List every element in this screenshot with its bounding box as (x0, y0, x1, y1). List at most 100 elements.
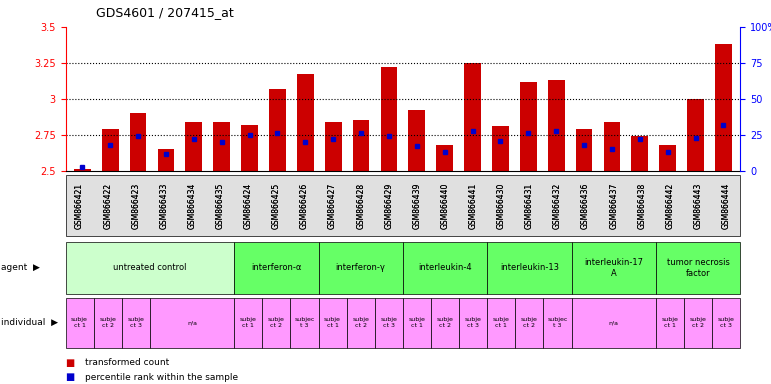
Text: GSM866438: GSM866438 (638, 182, 646, 228)
Text: GSM866432: GSM866432 (553, 182, 562, 228)
Text: GSM866436: GSM866436 (581, 182, 590, 228)
Text: percentile rank within the sample: percentile rank within the sample (85, 372, 238, 382)
Text: GSM866442: GSM866442 (665, 182, 675, 228)
Text: GSM866436: GSM866436 (581, 182, 590, 228)
Text: subje
ct 1: subje ct 1 (71, 317, 88, 328)
Text: GSM866442: GSM866442 (665, 182, 675, 228)
Bar (157, 149, 174, 171)
Text: GSM866433: GSM866433 (160, 182, 168, 228)
Text: ■: ■ (66, 372, 75, 382)
Bar (214, 122, 230, 171)
Text: GSM866424: GSM866424 (244, 182, 253, 228)
Bar (352, 121, 369, 171)
Text: n/a: n/a (608, 320, 618, 325)
Text: subje
ct 1: subje ct 1 (324, 317, 341, 328)
Text: GSM866427: GSM866427 (328, 182, 337, 228)
Text: GSM866440: GSM866440 (440, 182, 449, 228)
Text: GDS4601 / 207415_at: GDS4601 / 207415_at (96, 6, 234, 19)
Text: GSM866427: GSM866427 (328, 182, 337, 228)
Text: subje
ct 2: subje ct 2 (268, 317, 284, 328)
Text: interleukin-17
A: interleukin-17 A (584, 258, 643, 278)
Text: GSM866423: GSM866423 (131, 182, 140, 228)
Text: GSM866431: GSM866431 (525, 182, 534, 228)
Text: subjec
t 3: subjec t 3 (547, 317, 567, 328)
Text: individual  ▶: individual ▶ (1, 318, 58, 327)
Bar (102, 129, 119, 171)
Bar (464, 63, 481, 171)
Text: subje
ct 2: subje ct 2 (521, 317, 538, 328)
Text: GSM866425: GSM866425 (272, 182, 281, 228)
Text: GSM866435: GSM866435 (216, 182, 224, 228)
Text: subje
ct 1: subje ct 1 (409, 317, 426, 328)
Text: GSM866439: GSM866439 (412, 182, 422, 228)
Bar (715, 44, 732, 171)
Text: GSM866429: GSM866429 (384, 182, 393, 228)
Text: GSM866441: GSM866441 (469, 182, 477, 228)
Text: GSM866434: GSM866434 (187, 182, 197, 228)
Text: interferon-α: interferon-α (251, 263, 301, 272)
Text: subje
ct 3: subje ct 3 (380, 317, 397, 328)
Bar (185, 122, 202, 171)
Text: GSM866443: GSM866443 (693, 182, 702, 228)
Text: subje
ct 2: subje ct 2 (689, 317, 706, 328)
Bar (659, 145, 676, 171)
Text: GSM866430: GSM866430 (497, 182, 506, 228)
Bar (604, 122, 621, 171)
Bar (576, 129, 592, 171)
Text: GSM866444: GSM866444 (722, 182, 731, 228)
Text: interferon-γ: interferon-γ (335, 263, 386, 272)
Text: GSM866428: GSM866428 (356, 182, 365, 228)
Text: transformed count: transformed count (85, 358, 169, 367)
Text: GSM866426: GSM866426 (300, 182, 309, 228)
Text: GSM866433: GSM866433 (160, 182, 168, 228)
Text: GSM866430: GSM866430 (497, 182, 506, 228)
Text: interleukin-13: interleukin-13 (500, 263, 559, 272)
Text: subje
ct 2: subje ct 2 (352, 317, 369, 328)
Text: subje
ct 2: subje ct 2 (436, 317, 453, 328)
Text: subje
ct 3: subje ct 3 (127, 317, 144, 328)
Text: ■: ■ (66, 358, 75, 368)
Text: GSM866441: GSM866441 (469, 182, 477, 228)
Bar (130, 113, 146, 171)
Bar (241, 125, 258, 171)
Text: GSM866425: GSM866425 (272, 182, 281, 228)
Bar (325, 122, 342, 171)
Text: GSM866437: GSM866437 (609, 182, 618, 228)
Text: GSM866421: GSM866421 (75, 182, 84, 228)
Text: GSM866426: GSM866426 (300, 182, 309, 228)
Text: n/a: n/a (187, 320, 197, 325)
Text: GSM866435: GSM866435 (216, 182, 224, 228)
Bar (409, 111, 425, 171)
Bar (297, 74, 314, 171)
Text: GSM866440: GSM866440 (440, 182, 449, 228)
Text: GSM866437: GSM866437 (609, 182, 618, 228)
Text: GSM866429: GSM866429 (384, 182, 393, 228)
Bar (436, 145, 453, 171)
Text: GSM866438: GSM866438 (638, 182, 646, 228)
Bar (74, 169, 91, 171)
Text: subje
ct 1: subje ct 1 (493, 317, 510, 328)
Text: GSM866428: GSM866428 (356, 182, 365, 228)
Text: GSM866434: GSM866434 (187, 182, 197, 228)
Text: subje
ct 3: subje ct 3 (718, 317, 735, 328)
Text: subje
ct 3: subje ct 3 (465, 317, 482, 328)
Bar (520, 82, 537, 171)
Text: interleukin-4: interleukin-4 (418, 263, 472, 272)
Text: GSM866421: GSM866421 (75, 182, 84, 228)
Text: GSM866422: GSM866422 (103, 182, 113, 228)
Text: subje
ct 1: subje ct 1 (240, 317, 257, 328)
Text: GSM866432: GSM866432 (553, 182, 562, 228)
Text: GSM866423: GSM866423 (131, 182, 140, 228)
Text: subjec
t 3: subjec t 3 (295, 317, 315, 328)
Text: untreated control: untreated control (113, 263, 187, 272)
Bar (269, 89, 286, 171)
Text: tumor necrosis
factor: tumor necrosis factor (667, 258, 729, 278)
Text: agent  ▶: agent ▶ (1, 263, 39, 272)
Text: GSM866443: GSM866443 (693, 182, 702, 228)
Bar (687, 99, 704, 171)
Text: subje
ct 2: subje ct 2 (99, 317, 116, 328)
Text: GSM866424: GSM866424 (244, 182, 253, 228)
Bar (548, 80, 564, 171)
Bar (631, 136, 648, 171)
Bar (381, 67, 397, 171)
